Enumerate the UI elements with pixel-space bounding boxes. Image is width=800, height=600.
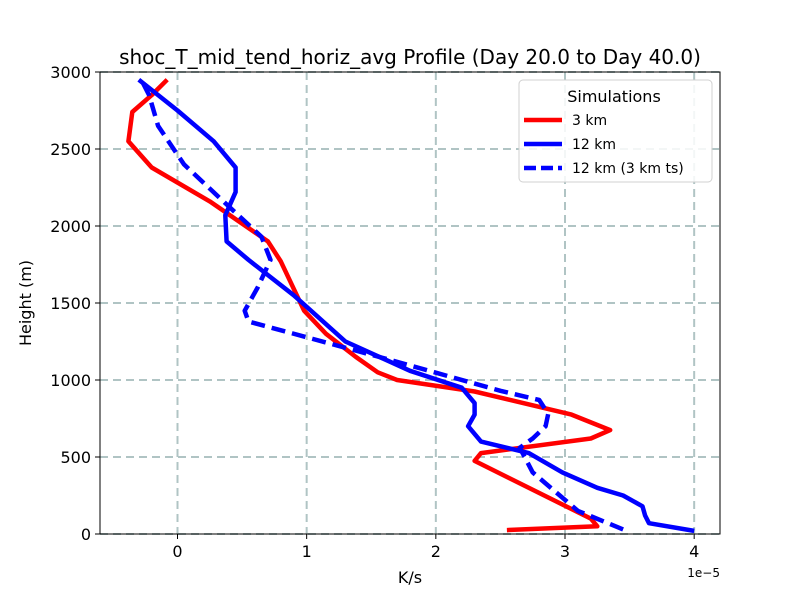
x-tick-label: 2: [431, 542, 441, 561]
x-axis-label: K/s: [398, 568, 422, 587]
y-tick-label: 0: [81, 525, 91, 544]
legend-label: 12 km: [572, 137, 616, 153]
series-line-0: [126, 78, 613, 533]
y-tick-label: 2500: [50, 140, 91, 159]
chart-title: shoc_T_mid_tend_horiz_avg Profile (Day 2…: [119, 45, 701, 69]
y-tick-label: 1500: [50, 294, 91, 313]
series-line-1: [137, 77, 695, 534]
legend-label: 3 km: [572, 113, 607, 129]
y-axis-label: Height (m): [16, 260, 35, 346]
legend-box: [518, 79, 713, 183]
axis-ticks: 0 1 2 3 4 0 500 1000 1500 2000 2500 3000: [50, 63, 699, 561]
x-tick-label: 0: [172, 542, 182, 561]
legend-title: Simulations: [567, 87, 661, 106]
x-tick-label: 1: [302, 542, 312, 561]
series-layer: [126, 77, 695, 534]
y-tick-label: 1000: [50, 371, 91, 390]
legend-items: 3 km 12 km 12 km (3 km ts): [524, 113, 684, 177]
series-line-2: [139, 78, 624, 532]
grid: [100, 71, 720, 535]
y-tick-label: 2000: [50, 217, 91, 236]
legend: Simulations 3 km 12 km 12 km (3 km ts): [518, 79, 713, 183]
y-tick-label: 3000: [50, 63, 91, 82]
legend-label: 12 km (3 km ts): [572, 161, 684, 177]
x-tick-label: 3: [560, 542, 570, 561]
y-tick-label: 500: [60, 448, 91, 467]
x-tick-label: 4: [689, 542, 699, 561]
x-offset-label: 1e−5: [687, 566, 720, 580]
